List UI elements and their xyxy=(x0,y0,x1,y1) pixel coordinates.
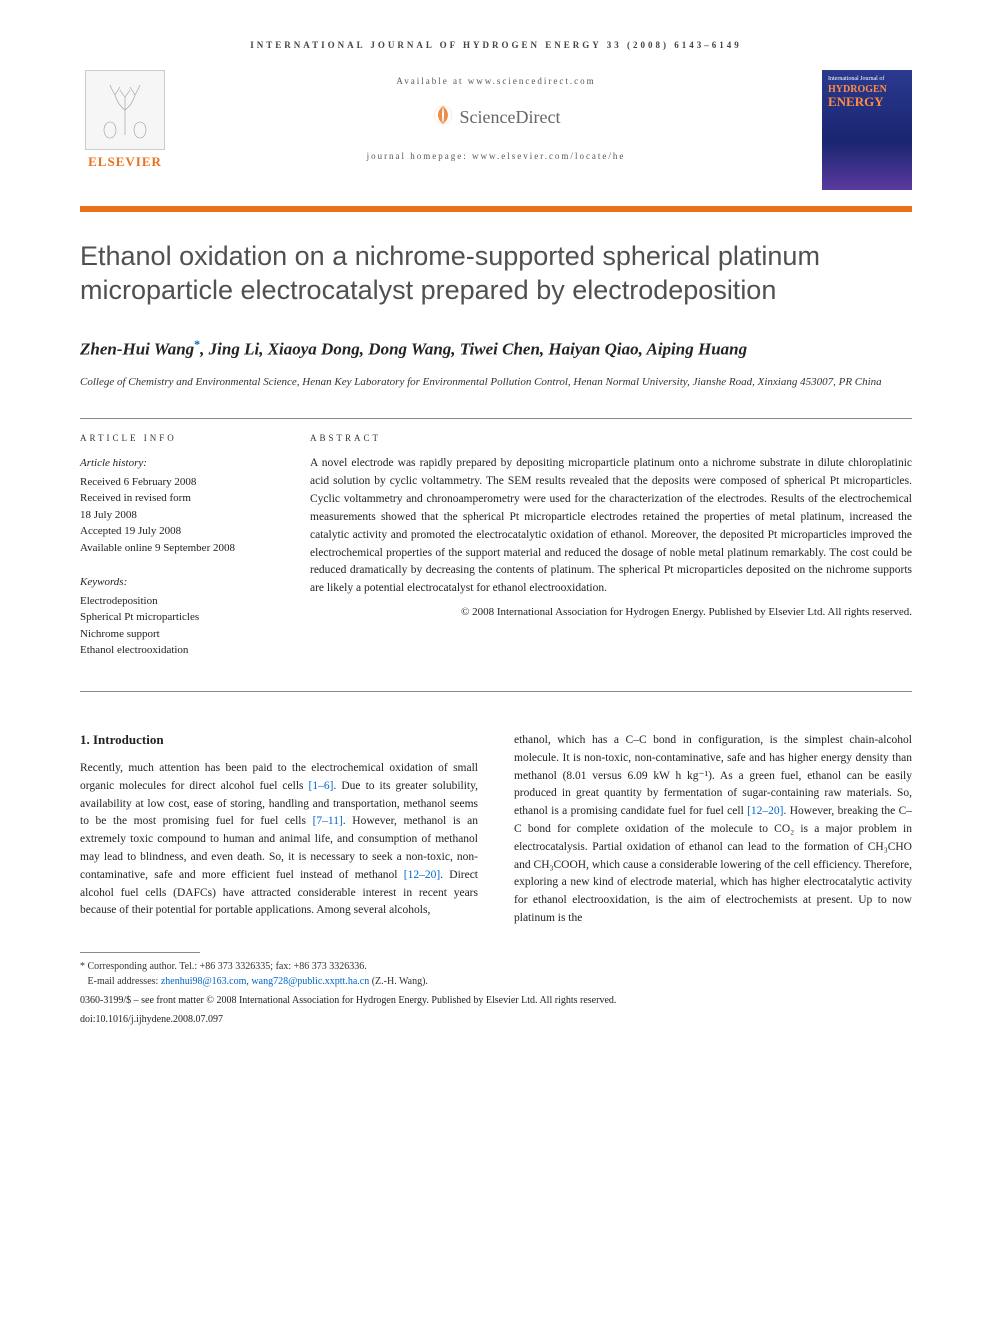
ref-link[interactable]: [7–11] xyxy=(313,815,343,827)
body-left-col: 1. Introduction Recently, much attention… xyxy=(80,732,478,928)
keyword: Spherical Pt microparticles xyxy=(80,609,270,626)
email-label: E-mail addresses: xyxy=(88,976,161,987)
history-item: 18 July 2008 xyxy=(80,507,270,524)
email-link[interactable]: zhenhui98@163.com xyxy=(161,976,247,987)
author: Xiaoya Dong xyxy=(268,339,360,358)
elsevier-logo: ELSEVIER xyxy=(80,70,170,170)
body-paragraph: ethanol, which has a C–C bond in configu… xyxy=(514,732,912,928)
author: Dong Wang xyxy=(368,339,451,358)
email-suffix: (Z.-H. Wang). xyxy=(369,976,428,987)
cover-line3: ENERGY xyxy=(828,95,906,109)
article-info-col: ARTICLE INFO Article history: Received 6… xyxy=(80,433,270,677)
keyword: Nichrome support xyxy=(80,626,270,643)
section-heading: 1. Introduction xyxy=(80,732,478,748)
elsevier-tree-icon xyxy=(85,70,165,150)
body-paragraph: Recently, much attention has been paid t… xyxy=(80,760,478,920)
info-abstract-row: ARTICLE INFO Article history: Received 6… xyxy=(80,433,912,677)
history-item: Available online 9 September 2008 xyxy=(80,540,270,557)
abstract-heading: ABSTRACT xyxy=(310,433,912,443)
ref-link[interactable]: [12–20] xyxy=(747,805,783,817)
available-text: Available at www.sciencedirect.com xyxy=(190,76,802,86)
keyword: Ethanol electrooxidation xyxy=(80,642,270,659)
ref-link[interactable]: [12–20] xyxy=(404,869,440,881)
author: Haiyan Qiao xyxy=(548,339,638,358)
author: Zhen-Hui Wang xyxy=(80,339,194,358)
ref-link[interactable]: [1–6] xyxy=(309,780,334,792)
front-matter-line: 0360-3199/$ – see front matter © 2008 In… xyxy=(80,993,912,1008)
journal-cover: International Journal of HYDROGEN ENERGY xyxy=(822,70,912,190)
keyword: Electrodeposition xyxy=(80,593,270,610)
orange-divider xyxy=(80,206,912,212)
authors: Zhen-Hui Wang*, Jing Li, Xiaoya Dong, Do… xyxy=(80,336,912,362)
corresponding-footnote: * Corresponding author. Tel.: +86 373 33… xyxy=(80,959,912,974)
divider xyxy=(80,691,912,692)
divider xyxy=(80,418,912,419)
article-title: Ethanol oxidation on a nichrome-supporte… xyxy=(80,240,912,308)
author: Aiping Huang xyxy=(647,339,748,358)
author: Jing Li xyxy=(209,339,260,358)
footnote-divider xyxy=(80,952,200,953)
history-item: Accepted 19 July 2008 xyxy=(80,523,270,540)
cover-line1: International Journal of xyxy=(828,76,906,82)
copyright-text: © 2008 International Association for Hyd… xyxy=(310,604,912,621)
sciencedirect-text: ScienceDirect xyxy=(460,107,561,128)
body-right-col: ethanol, which has a C–C bond in configu… xyxy=(514,732,912,928)
history-item: Received 6 February 2008 xyxy=(80,474,270,491)
abstract-text: A novel electrode was rapidly prepared b… xyxy=(310,455,912,598)
author: Tiwei Chen xyxy=(460,339,540,358)
article-info-heading: ARTICLE INFO xyxy=(80,433,270,443)
sciencedirect-logo: ScienceDirect xyxy=(190,104,802,131)
doi-line: doi:10.1016/j.ijhydene.2008.07.097 xyxy=(80,1012,912,1027)
running-header: INTERNATIONAL JOURNAL OF HYDROGEN ENERGY… xyxy=(80,40,912,50)
corresponding-star-icon: * xyxy=(194,337,200,351)
history-block: Article history: Received 6 February 200… xyxy=(80,455,270,556)
elsevier-text: ELSEVIER xyxy=(88,154,162,170)
homepage-text: journal homepage: www.elsevier.com/locat… xyxy=(190,151,802,161)
keywords-block: Keywords: Electrodeposition Spherical Pt… xyxy=(80,574,270,659)
abstract-col: ABSTRACT A novel electrode was rapidly p… xyxy=(310,433,912,677)
history-label: Article history: xyxy=(80,455,270,472)
body-columns: 1. Introduction Recently, much attention… xyxy=(80,732,912,928)
email-footnote: E-mail addresses: zhenhui98@163.com, wan… xyxy=(80,974,912,989)
affiliation: College of Chemistry and Environmental S… xyxy=(80,375,912,390)
keywords-label: Keywords: xyxy=(80,574,270,591)
header-center: Available at www.sciencedirect.com Scien… xyxy=(190,70,802,161)
journal-header: ELSEVIER Available at www.sciencedirect.… xyxy=(80,70,912,190)
email-link[interactable]: wang728@public.xxptt.ha.cn xyxy=(251,976,369,987)
sciencedirect-icon xyxy=(432,104,454,131)
history-item: Received in revised form xyxy=(80,490,270,507)
